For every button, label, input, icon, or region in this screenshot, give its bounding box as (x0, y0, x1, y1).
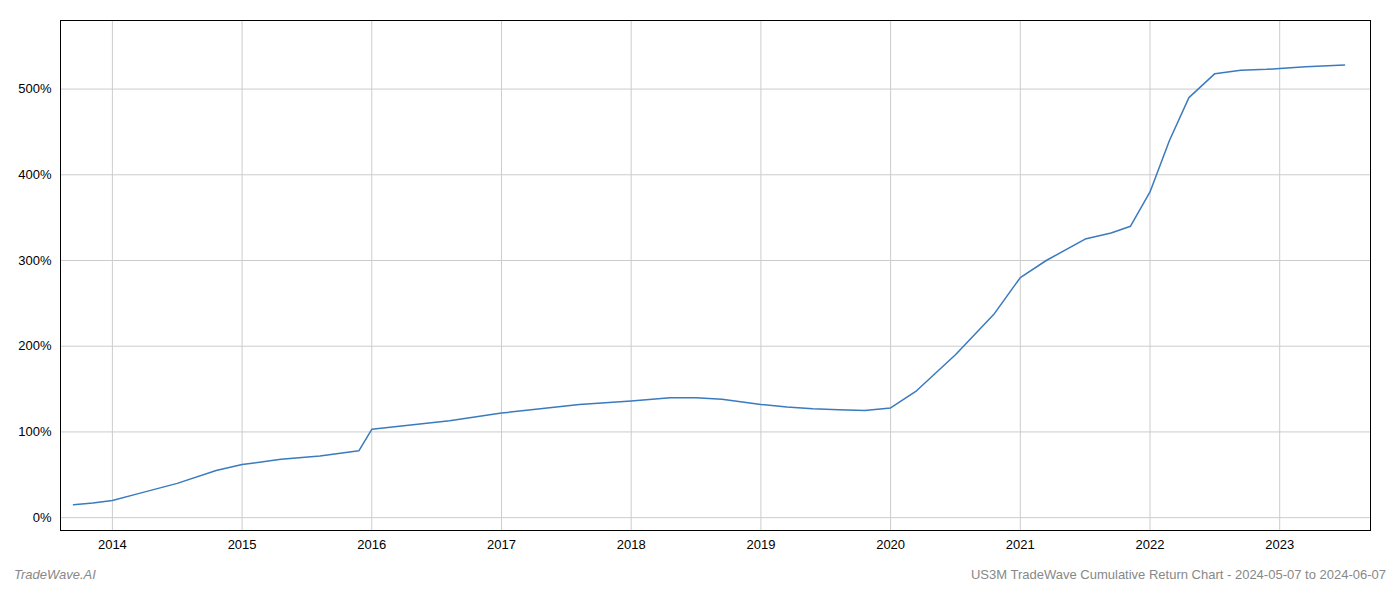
html-text:TradeWave.AI: TradeWave.AI (14, 567, 96, 582)
svg-text:300%: 300% (18, 253, 52, 268)
svg-text:0%: 0% (33, 510, 52, 525)
html-text:US3M TradeWave Cumulative Retu: US3M TradeWave Cumulative Return Chart -… (971, 567, 1386, 582)
svg-text:2022: 2022 (1136, 537, 1165, 552)
svg-text:400%: 400% (18, 167, 52, 182)
svg-text:2014: 2014 (98, 537, 127, 552)
svg-text:2023: 2023 (1265, 537, 1294, 552)
svg-text:2019: 2019 (746, 537, 775, 552)
svg-text:2021: 2021 (1006, 537, 1035, 552)
svg-text:2015: 2015 (228, 537, 257, 552)
svg-text:2020: 2020 (876, 537, 905, 552)
svg-text:2018: 2018 (617, 537, 646, 552)
svg-text:2017: 2017 (487, 537, 516, 552)
svg-text:2016: 2016 (357, 537, 386, 552)
svg-text:200%: 200% (18, 338, 52, 353)
svg-text:500%: 500% (18, 81, 52, 96)
svg-text:100%: 100% (18, 424, 52, 439)
